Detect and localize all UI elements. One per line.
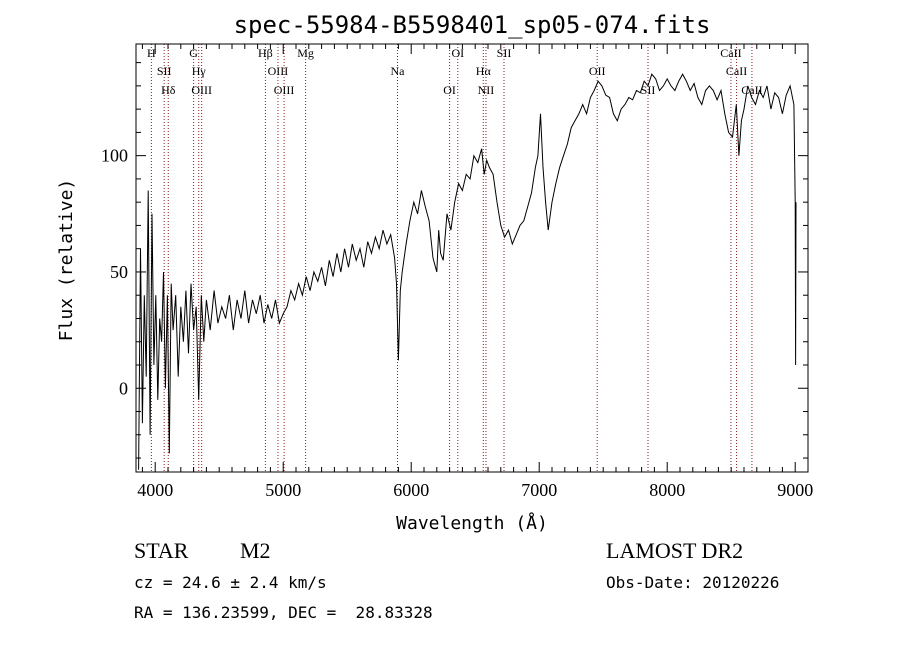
obs-date: Obs-Date: 20120226 — [606, 573, 780, 592]
spectral-line-labels: HSIIHδGHγOIIIHβOIIIOIIIMgNaOIOIHαNIISIIO… — [147, 46, 763, 97]
x-tick-label: 5000 — [265, 480, 301, 500]
line-marker-label: SII — [157, 64, 172, 78]
survey-name: LAMOST DR2 — [606, 538, 744, 563]
chart-title: spec-55984-B5598401_sp05-074.fits — [234, 11, 711, 39]
x-tick-label: 9000 — [777, 480, 813, 500]
object-type: STAR — [134, 538, 189, 563]
line-marker-label: Hδ — [161, 83, 176, 97]
y-axis: 0 50 100 — [101, 62, 808, 459]
line-marker-label: H — [147, 46, 156, 60]
line-marker-label: OIII — [274, 83, 295, 97]
line-marker-label: SII — [497, 46, 512, 60]
line-marker-label: Mg — [297, 46, 314, 60]
spectrum-line — [138, 73, 797, 470]
line-marker-label: G — [189, 46, 198, 60]
line-marker-label: OII — [589, 64, 606, 78]
redshift-text: cz = 24.6 ± 2.4 km/s — [134, 573, 327, 592]
x-axis: 4000 5000 6000 7000 8000 9000 — [137, 44, 813, 500]
line-marker-label: OI — [443, 83, 456, 97]
line-marker-label: NII — [478, 83, 495, 97]
line-marker-label: CaII — [726, 64, 747, 78]
line-marker-label: Hβ — [258, 46, 273, 60]
line-marker-label: Hα — [476, 64, 492, 78]
spectral-line-markers — [150, 44, 753, 472]
line-marker-label: Hγ — [192, 64, 207, 78]
x-tick-label: 4000 — [137, 480, 173, 500]
y-tick-label: 50 — [110, 262, 128, 282]
x-axis-label: Wavelength (Å) — [396, 512, 548, 534]
y-tick-label: 100 — [101, 146, 128, 166]
line-marker-label: SII — [641, 83, 656, 97]
plot-frame — [135, 43, 809, 473]
line-marker-label: OIII — [191, 83, 212, 97]
line-marker-label: OI — [451, 46, 464, 60]
subclass: M2 — [240, 538, 271, 563]
y-axis-label: Flux (relative) — [56, 179, 77, 342]
x-tick-label: 6000 — [393, 480, 429, 500]
line-marker-label: CaII — [720, 46, 741, 60]
coordinates-text: RA = 136.23599, DEC = 28.83328 — [134, 603, 433, 622]
x-tick-label: 8000 — [649, 480, 685, 500]
x-tick-label: 7000 — [521, 480, 557, 500]
line-marker-label: Na — [391, 64, 406, 78]
y-tick-label: 0 — [119, 378, 128, 398]
line-marker-label: OIII — [268, 64, 289, 78]
